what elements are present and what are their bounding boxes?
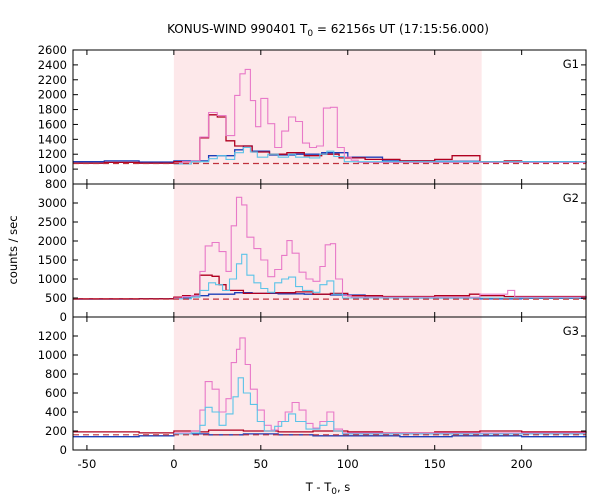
y-tick-label: 2600 — [38, 43, 67, 57]
series-red-hist — [73, 429, 587, 434]
panels-group: 800100012001400160018002000220024002600G… — [38, 43, 587, 471]
y-tick-label: 1000 — [38, 272, 67, 286]
x-axis-label-main: T - T — [305, 480, 332, 494]
y-tick-label: 1000 — [38, 162, 67, 176]
x-tick-label: 50 — [253, 457, 268, 471]
panel-frame — [72, 316, 587, 451]
chart-title-main: KONUS-WIND 990401 T — [167, 22, 308, 36]
y-tick-label: 1200 — [38, 329, 67, 343]
series-sum-hist — [173, 68, 586, 164]
y-tick-label: 2000 — [38, 234, 67, 248]
panel-g3: 0 200 400 600 800 1000 1200 G3 — [38, 316, 587, 457]
y-tick-label: 200 — [45, 424, 67, 438]
y-tick-label: 500 — [45, 291, 67, 305]
x-tick-label: 100 — [337, 457, 359, 471]
panel-label: G3 — [563, 324, 579, 338]
series-sum-hist — [173, 337, 587, 434]
y-axis-label: counts / sec — [6, 215, 20, 284]
x-axis-label-subscript: 0 — [331, 487, 337, 497]
y-tick-label: 2000 — [38, 88, 67, 102]
panel-label: G2 — [563, 191, 579, 205]
panel-g2: 0 500 1000 1500 2000 2500 3000 G2 — [38, 183, 587, 324]
y-tick-label: 1600 — [38, 117, 67, 131]
y-tick-label: 1800 — [38, 103, 67, 117]
y-tick-label: 2200 — [38, 73, 67, 87]
x-axis-label: T - T0, s — [305, 480, 351, 497]
series-sub-hist — [173, 377, 587, 435]
panel-label: G1 — [563, 57, 579, 71]
y-tick-label: 1200 — [38, 147, 67, 161]
y-tick-label: 1400 — [38, 132, 67, 146]
x-tick-label: 200 — [511, 457, 533, 471]
y-tick-label: 0 — [60, 443, 67, 457]
x-axis-label-rest: , s — [337, 480, 350, 494]
y-tick-label: 2400 — [38, 58, 67, 72]
y-tick-label: 1000 — [38, 348, 67, 362]
series-sum-hist — [173, 196, 587, 299]
y-tick-label: 600 — [45, 386, 67, 400]
series-red-hist — [73, 274, 587, 300]
y-tick-label: 800 — [45, 367, 67, 381]
y-tick-label: 2500 — [38, 215, 67, 229]
x-tick-label: 150 — [424, 457, 446, 471]
y-tick-label: 800 — [45, 177, 67, 191]
series-sub-hist — [173, 253, 587, 300]
highlight-interval — [173, 317, 482, 450]
x-tick-label: -50 — [78, 457, 97, 471]
chart-title: KONUS-WIND 990401 T0 = 62156s UT (17:15:… — [167, 22, 489, 39]
chart-title-subscript: 0 — [307, 29, 313, 39]
x-tick-label: 0 — [170, 457, 177, 471]
y-tick-label: 1500 — [38, 253, 67, 267]
y-tick-label: 0 — [60, 310, 67, 324]
series-sub-hist — [173, 146, 586, 165]
y-tick-label: 400 — [45, 405, 67, 419]
chart-title-rest: = 62156s UT (17:15:56.000) — [313, 22, 489, 36]
y-tick-label: 3000 — [38, 196, 67, 210]
